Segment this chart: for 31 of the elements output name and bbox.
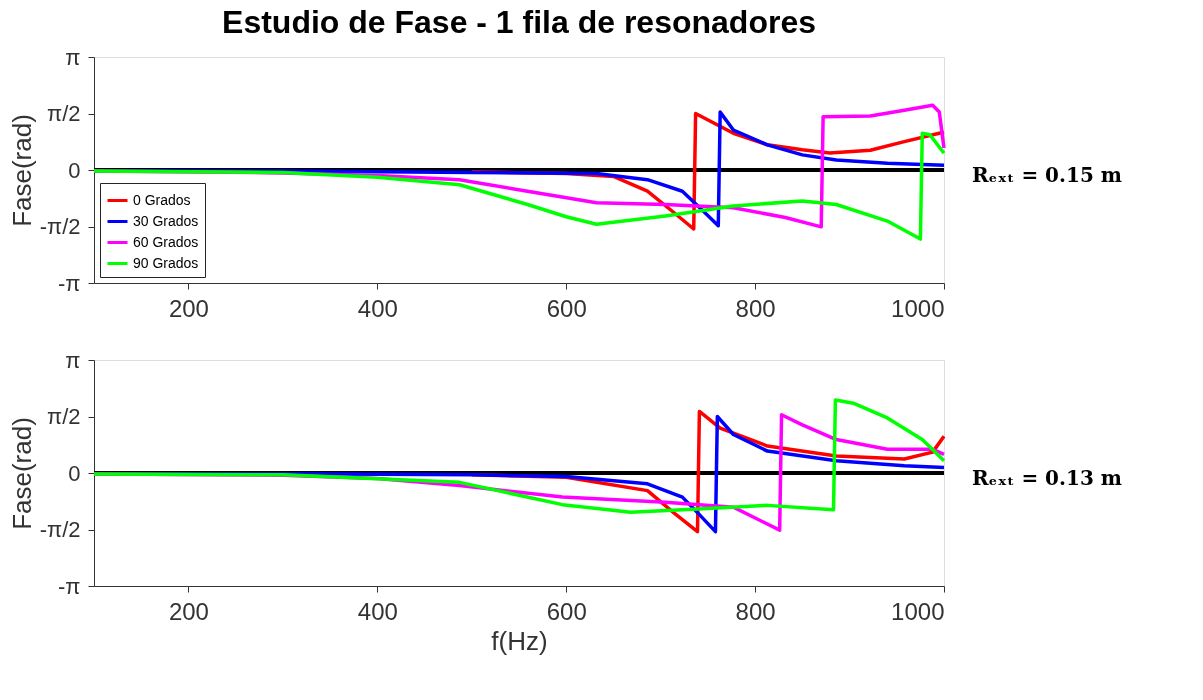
y-tick-label: 0 bbox=[68, 157, 81, 183]
text: Rₑₓₜ = 0.13 m bbox=[972, 466, 1122, 490]
y-tick-label: 0 bbox=[68, 460, 81, 486]
chart-title: Estudio de Fase - 1 fila de resonadores bbox=[222, 4, 816, 40]
x-tick-label: 400 bbox=[357, 597, 398, 625]
line-series bbox=[92, 398, 946, 514]
legend-label: 90 Grados bbox=[133, 254, 199, 271]
x-tick-label: 1000 bbox=[891, 294, 945, 322]
x-tick-label: 200 bbox=[168, 294, 209, 322]
y-tick-label: -π/2 bbox=[39, 214, 81, 239]
x-axis-title: f(Hz) bbox=[491, 625, 548, 656]
y-tick-label: -π bbox=[57, 270, 81, 296]
x-tick-label: 600 bbox=[546, 597, 587, 625]
x-tick-label: 600 bbox=[546, 294, 587, 322]
x-tick-label: 400 bbox=[357, 294, 398, 322]
text: Rₑₓₜ = 0.15 m bbox=[972, 163, 1122, 187]
legend-label: 30 Grados bbox=[133, 212, 199, 229]
y-tick-label: -π bbox=[57, 573, 81, 599]
x-tick-label: 800 bbox=[735, 597, 776, 625]
y-axis-title: Fase(rad) bbox=[6, 417, 37, 530]
x-tick-label: 800 bbox=[735, 294, 776, 322]
y-axis-title: Fase(rad) bbox=[6, 114, 37, 227]
y-tick-label: π bbox=[65, 347, 81, 373]
x-tick-label: 200 bbox=[168, 597, 209, 625]
y-tick-label: π/2 bbox=[46, 404, 81, 429]
legend-label: 60 Grados bbox=[133, 233, 199, 250]
y-tick-label: π bbox=[65, 44, 81, 70]
y-tick-label: -π/2 bbox=[39, 517, 81, 542]
legend-label: 0 Grados bbox=[133, 191, 191, 208]
x-tick-label: 1000 bbox=[891, 597, 945, 625]
y-tick-label: π/2 bbox=[46, 101, 81, 126]
